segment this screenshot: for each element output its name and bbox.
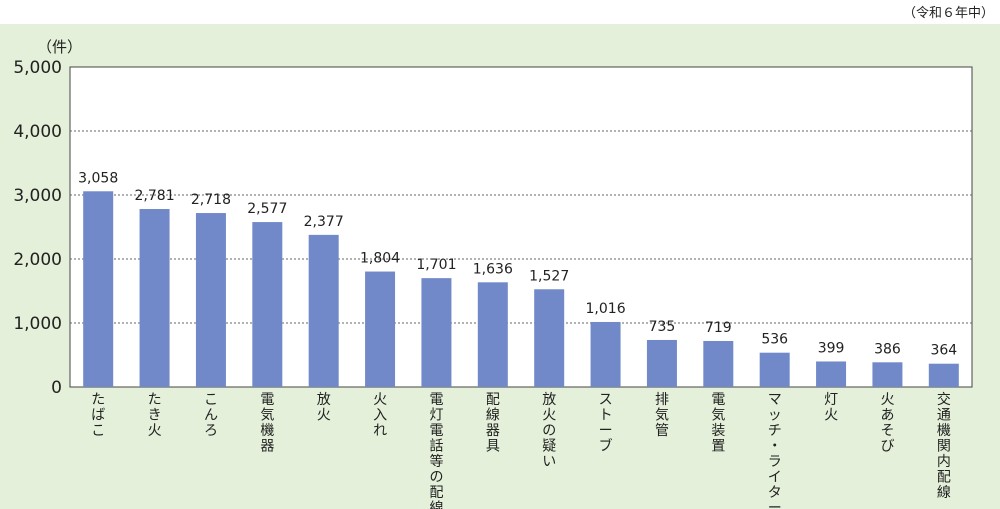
value-label: 719 [705, 320, 732, 336]
bar [872, 362, 903, 387]
y-tick-label: 4,000 [13, 122, 62, 142]
value-label: 735 [649, 319, 676, 335]
bar [759, 352, 790, 387]
value-labels: 3,058 2,781 2,718 2,577 2,377 1,804 1,701 1,636… [78, 170, 957, 358]
x-tick-label: 交通機関内配線 [937, 391, 951, 501]
value-label: 1,636 [473, 261, 513, 277]
bar [139, 209, 170, 387]
bar [477, 282, 508, 387]
y-axis-label: （件） [37, 38, 82, 56]
bar [195, 213, 226, 387]
x-tick-label: 放火の疑い [542, 392, 556, 470]
value-label: 1,701 [416, 257, 456, 273]
x-tick-label: 配線器具 [486, 392, 500, 455]
value-label: 1,527 [529, 268, 569, 284]
bar [534, 289, 565, 387]
x-tick-label: 排気管 [655, 392, 669, 439]
y-tick-labels: 0 1,000 2,000 3,000 4,000 5,000 [13, 58, 62, 398]
bar [816, 361, 847, 387]
value-label: 3,058 [78, 170, 118, 186]
value-label: 364 [930, 343, 957, 359]
x-tick-label: たばこ [91, 392, 105, 439]
x-tick-label: 放火 [317, 392, 331, 424]
x-tick-label: こんろ [204, 392, 218, 439]
value-label: 399 [818, 340, 845, 356]
y-tick-label: 5,000 [13, 58, 62, 78]
value-label: 1,016 [586, 301, 626, 317]
bar [421, 278, 452, 387]
value-label: 2,718 [191, 192, 231, 208]
bar [365, 271, 396, 387]
bar [590, 321, 621, 387]
y-tick-label: 2,000 [13, 250, 62, 270]
bar [928, 363, 959, 387]
x-tick-label: マッチ・ライター [768, 392, 782, 509]
bars [83, 191, 959, 387]
value-label: 536 [761, 332, 788, 348]
x-tick-label: ストーブ [599, 392, 613, 455]
x-tick-label: 電気機器 [260, 392, 274, 455]
y-tick-label: 0 [51, 378, 62, 398]
bar [703, 340, 734, 387]
value-label: 2,577 [247, 201, 287, 217]
y-tick-label: 1,000 [13, 314, 62, 334]
bar [252, 222, 283, 387]
x-tick-label: 電灯電話等の配線 [429, 392, 443, 509]
value-label: 386 [874, 341, 901, 357]
x-tick-label: 電気装置 [711, 392, 725, 455]
x-tick-label: 灯火 [824, 392, 838, 424]
value-label: 1,804 [360, 251, 400, 267]
bar [308, 234, 339, 387]
value-label: 2,377 [304, 214, 344, 230]
x-tick-label: 火あそび [880, 392, 894, 455]
bar [646, 339, 677, 387]
x-tick-label: 火入れ [373, 392, 387, 439]
period-note: （令和６年中） [902, 6, 994, 21]
x-tick-labels: たばこ たき火 こんろ 電気機器 放火 火入れ 電灯電話等の配線 配線器具 放火の疑い ストーブ 排… [91, 391, 951, 509]
value-label: 2,781 [135, 188, 175, 204]
bar [83, 191, 114, 387]
x-tick-label: たき火 [148, 392, 162, 439]
y-tick-label: 3,000 [13, 186, 62, 206]
